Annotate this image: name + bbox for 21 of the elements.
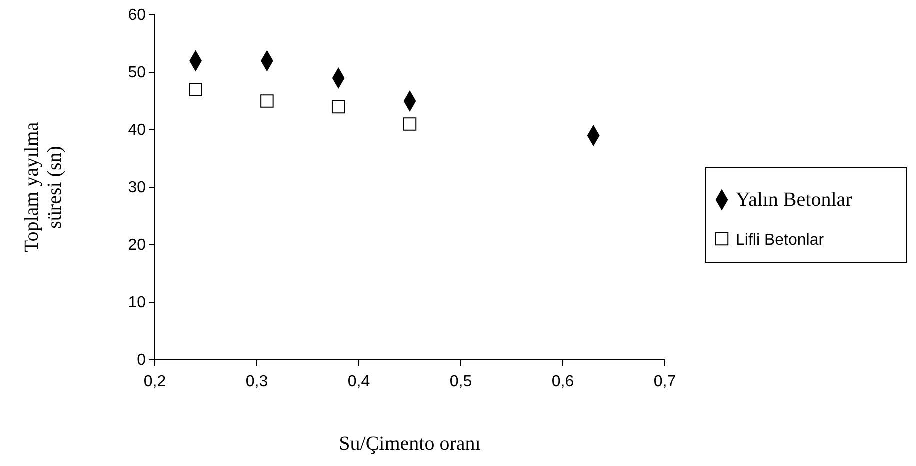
y-tick-label: 60	[128, 7, 146, 24]
y-tick-label: 10	[128, 294, 146, 312]
y-axis-title: Toplam yayılma süresi (sn)	[21, 122, 66, 253]
legend-label: Lifli Betonlar	[736, 232, 825, 249]
point	[403, 118, 417, 131]
y-tick-label: 50	[128, 64, 146, 82]
x-axis-title: Su/Çimento oranı	[339, 433, 482, 455]
legend-label: Yalın Betonlar	[736, 189, 853, 211]
x-tick-label: 0,7	[654, 374, 676, 391]
x-tick-label: 0,5	[450, 374, 472, 391]
x-tick-label: 0,6	[552, 374, 574, 391]
x-tick-label: 0,2	[144, 374, 166, 391]
point	[332, 100, 346, 114]
point	[189, 83, 202, 96]
y-tick-label: 20	[128, 237, 146, 254]
x-tick-label: 0,4	[348, 374, 370, 391]
x-tick-label: 0,3	[246, 374, 268, 391]
point	[260, 94, 274, 108]
y-tick-label: 40	[128, 122, 146, 140]
y-tick-label: 30	[128, 180, 146, 197]
y-tick-label: 0	[137, 352, 146, 370]
